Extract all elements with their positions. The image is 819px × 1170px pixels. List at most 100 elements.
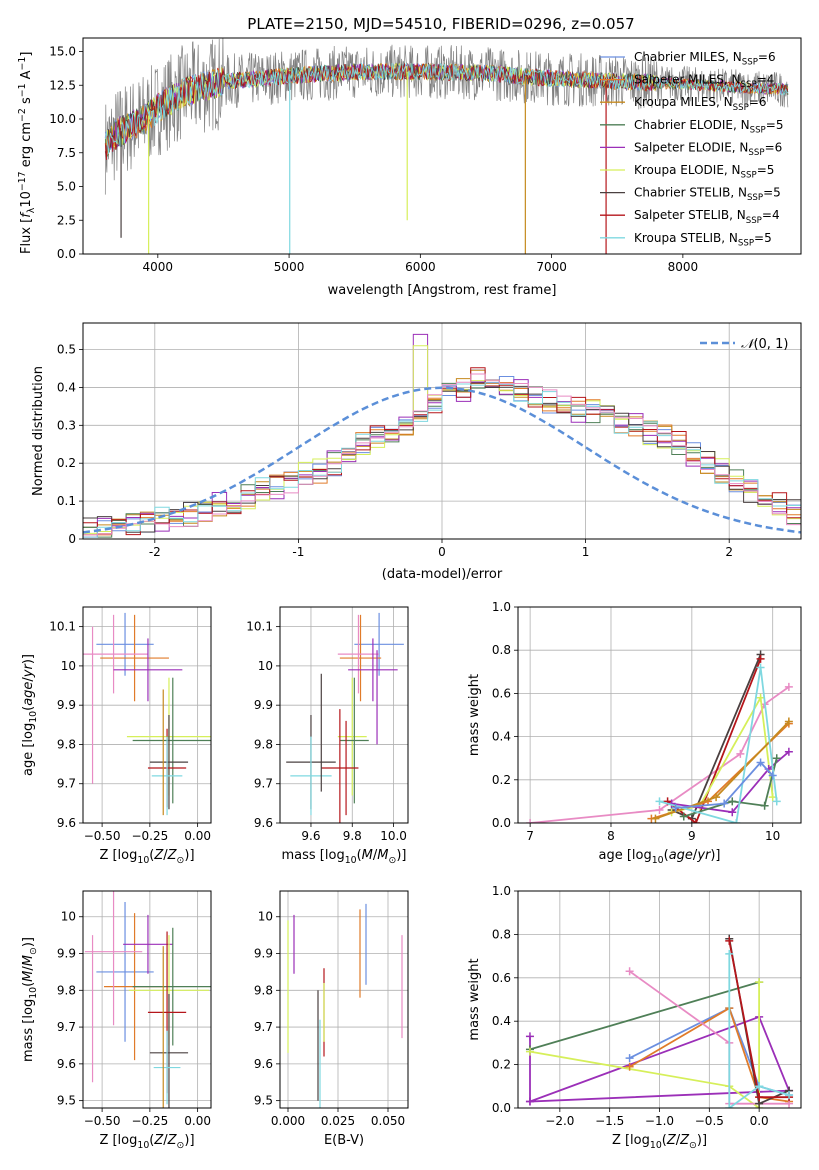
label-part: ] bbox=[19, 52, 34, 57]
label-part: E(B-V) bbox=[324, 1133, 364, 1148]
y-tick-label: 9.8 bbox=[254, 983, 273, 997]
label-part: Z [log bbox=[612, 1133, 650, 1148]
weight_vs_Z-x-label: Z [log10(Z/Z⊙)] bbox=[612, 1133, 707, 1151]
x-tick-label: 10 bbox=[765, 829, 780, 843]
label-part: Z [log bbox=[99, 1133, 137, 1148]
y-tick-label: 0.1 bbox=[57, 494, 76, 508]
label-part: M bbox=[21, 971, 36, 982]
hist-y-label: Normed distribution bbox=[31, 366, 46, 496]
label-part: −2 bbox=[17, 108, 28, 122]
y-tick-label: 9.5 bbox=[57, 1094, 76, 1108]
y-tick-label: 9.8 bbox=[254, 737, 273, 751]
weight-marker bbox=[625, 1062, 634, 1071]
x-tick-label: 0 bbox=[438, 545, 446, 559]
mass_vs_Z-frame bbox=[82, 890, 212, 1109]
legend-entry: Chabrier MILES, NSSP=6 bbox=[634, 50, 776, 68]
x-tick-label: −0.50 bbox=[84, 1114, 121, 1128]
age_vs_mass-axes: 9.6 9.8 10.0 9.6 9.7 9.8 9.9 10 10.1 bbox=[246, 607, 408, 843]
y-tick-label: 0.4 bbox=[492, 730, 511, 744]
label-part: ( bbox=[357, 848, 362, 863]
x-tick-label: 0.00 bbox=[184, 829, 211, 843]
y-tick-label: 10 bbox=[61, 910, 76, 924]
label-part: SSP bbox=[748, 148, 764, 158]
spectrum-model-line bbox=[104, 62, 789, 148]
label-part: Z bbox=[153, 1133, 164, 1148]
mass_vs_Z-plot-area bbox=[84, 891, 211, 1108]
weight-marker bbox=[732, 819, 741, 823]
weight-marker bbox=[755, 978, 764, 987]
legend-entry: Chabrier STELIB, NSSP=5 bbox=[634, 186, 781, 204]
y-tick-label: 9.8 bbox=[57, 737, 76, 751]
label-part: / bbox=[21, 966, 36, 971]
label-part: (0, 1) bbox=[753, 337, 788, 352]
x-tick-label: 9.6 bbox=[301, 829, 320, 843]
weight_vs_Z-axes: −2.0 −1.5 −1.0 −0.5 0.0 0.0 0.2 0.4 0.6 0.8 1.0 bbox=[492, 884, 801, 1128]
weight-marker bbox=[756, 654, 765, 663]
weight-line bbox=[629, 1006, 790, 1103]
y-tick-label: 9.9 bbox=[254, 947, 273, 961]
weight-marker bbox=[679, 812, 688, 821]
weight-marker bbox=[728, 808, 737, 817]
y-tick-label: 0.2 bbox=[57, 456, 76, 470]
label-part: −1 bbox=[17, 83, 28, 97]
label-part: 10 bbox=[650, 1140, 662, 1151]
label-part: =5 bbox=[754, 231, 772, 245]
label-part: SSP bbox=[741, 171, 757, 181]
label-part: Salpeter STELIB, N bbox=[634, 208, 746, 222]
y-tick-label: 0.0 bbox=[492, 1101, 511, 1115]
label-part: Z bbox=[666, 1133, 677, 1148]
spectrum-model-line bbox=[104, 61, 788, 154]
age_vs_Z-y-label: age [log10(age/yr)] bbox=[21, 654, 39, 776]
age_vs_mass-x-label: mass [log10(M/M⊙)] bbox=[282, 848, 407, 866]
label-part: age bbox=[669, 848, 693, 863]
weight-line bbox=[659, 667, 778, 823]
weight-marker bbox=[625, 967, 634, 976]
y-tick-label: 1.0 bbox=[492, 600, 511, 614]
label-part: ( bbox=[662, 1133, 667, 1148]
label-part: s bbox=[19, 97, 34, 108]
legend-entry: Kroupa MILES, NSSP=6 bbox=[634, 95, 767, 113]
label-part: λ bbox=[26, 207, 37, 213]
legend-entry: Salpeter STELIB, NSSP=4 bbox=[634, 208, 780, 226]
weight-marker bbox=[756, 663, 765, 672]
weight-marker bbox=[691, 819, 700, 823]
y-tick-label: 0.4 bbox=[57, 380, 76, 394]
weight-marker bbox=[728, 797, 737, 806]
x-tick-label: 7 bbox=[526, 829, 534, 843]
weight-marker bbox=[720, 799, 729, 808]
y-tick-label: 1.0 bbox=[492, 884, 511, 898]
weight-marker bbox=[755, 1093, 764, 1102]
mass_vs_Z-axes: −0.50 −0.25 0.00 9.5 9.6 9.7 9.8 9.9 10 bbox=[57, 891, 211, 1128]
label-part: Chabrier MILES, N bbox=[634, 50, 742, 64]
x-tick-label: −0.25 bbox=[131, 1114, 168, 1128]
x-tick-label: 2 bbox=[725, 545, 733, 559]
label-part: mass [log bbox=[21, 999, 36, 1062]
weight-marker bbox=[655, 806, 664, 815]
label-part: ⊙ bbox=[177, 855, 185, 866]
residual_hist-plot-area bbox=[83, 333, 801, 538]
x-tick-label: −0.50 bbox=[84, 829, 121, 843]
age_vs_mass-plot-area bbox=[286, 612, 404, 823]
label-part: SSP bbox=[733, 103, 749, 113]
weight-marker bbox=[736, 749, 745, 758]
y-tick-label: 0 bbox=[68, 532, 76, 546]
mass_vs_ebv-plot-area bbox=[287, 903, 403, 1108]
y-tick-label: 0.2 bbox=[492, 1058, 511, 1072]
label-part: Salpeter MILES, N bbox=[634, 73, 741, 87]
label-part: SSP bbox=[746, 216, 762, 226]
label-part: =5 bbox=[757, 163, 775, 177]
weight-marker bbox=[784, 682, 793, 691]
y-tick-label: 9.9 bbox=[57, 947, 76, 961]
legend-entry: Salpeter ELODIE, NSSP=6 bbox=[634, 140, 782, 158]
y-tick-label: 10.1 bbox=[246, 620, 273, 634]
y-tick-label: 10.0 bbox=[49, 112, 76, 126]
hist-x-label: (data-model)/error bbox=[382, 567, 503, 582]
weight-marker bbox=[784, 747, 793, 756]
x-tick-label: −0.5 bbox=[695, 1114, 724, 1128]
mass_vs_Z-x-label: Z [log10(Z/Z⊙)] bbox=[99, 1133, 194, 1151]
x-tick-label: 0.050 bbox=[371, 1114, 405, 1128]
weight_vs_Z-frame bbox=[517, 890, 802, 1109]
label-part: erg cm bbox=[19, 122, 34, 171]
histogram-step bbox=[83, 373, 801, 536]
x-tick-label: 6000 bbox=[405, 260, 436, 274]
